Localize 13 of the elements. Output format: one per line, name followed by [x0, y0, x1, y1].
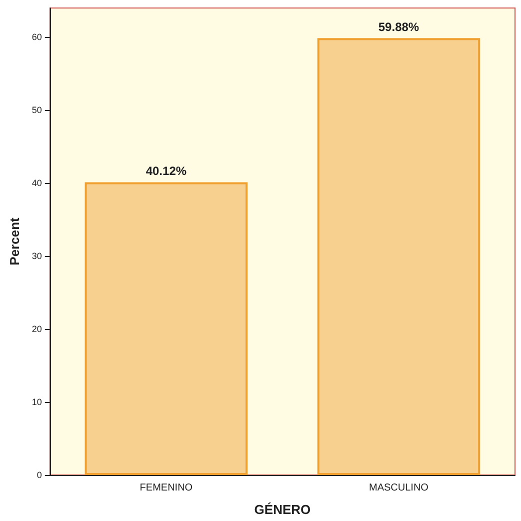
y-tick-label: 0: [36, 470, 42, 480]
x-tick-label: MASCULINO: [369, 482, 429, 494]
y-tick-label: 30: [32, 251, 42, 262]
data-label: 59.88%: [378, 20, 420, 34]
data-label: 40.12%: [146, 164, 187, 178]
y-tick-label: 40: [32, 178, 42, 188]
y-tick-label: 60: [32, 32, 42, 42]
y-tick-label: 20: [32, 324, 42, 334]
x-tick-label: FEMENINO: [140, 482, 193, 494]
x-axis-title: GÉNERO: [254, 502, 311, 517]
y-tick-label: 10: [32, 397, 42, 408]
y-axis-title: Percent: [7, 216, 22, 266]
y-tick-label: 50: [32, 105, 42, 116]
